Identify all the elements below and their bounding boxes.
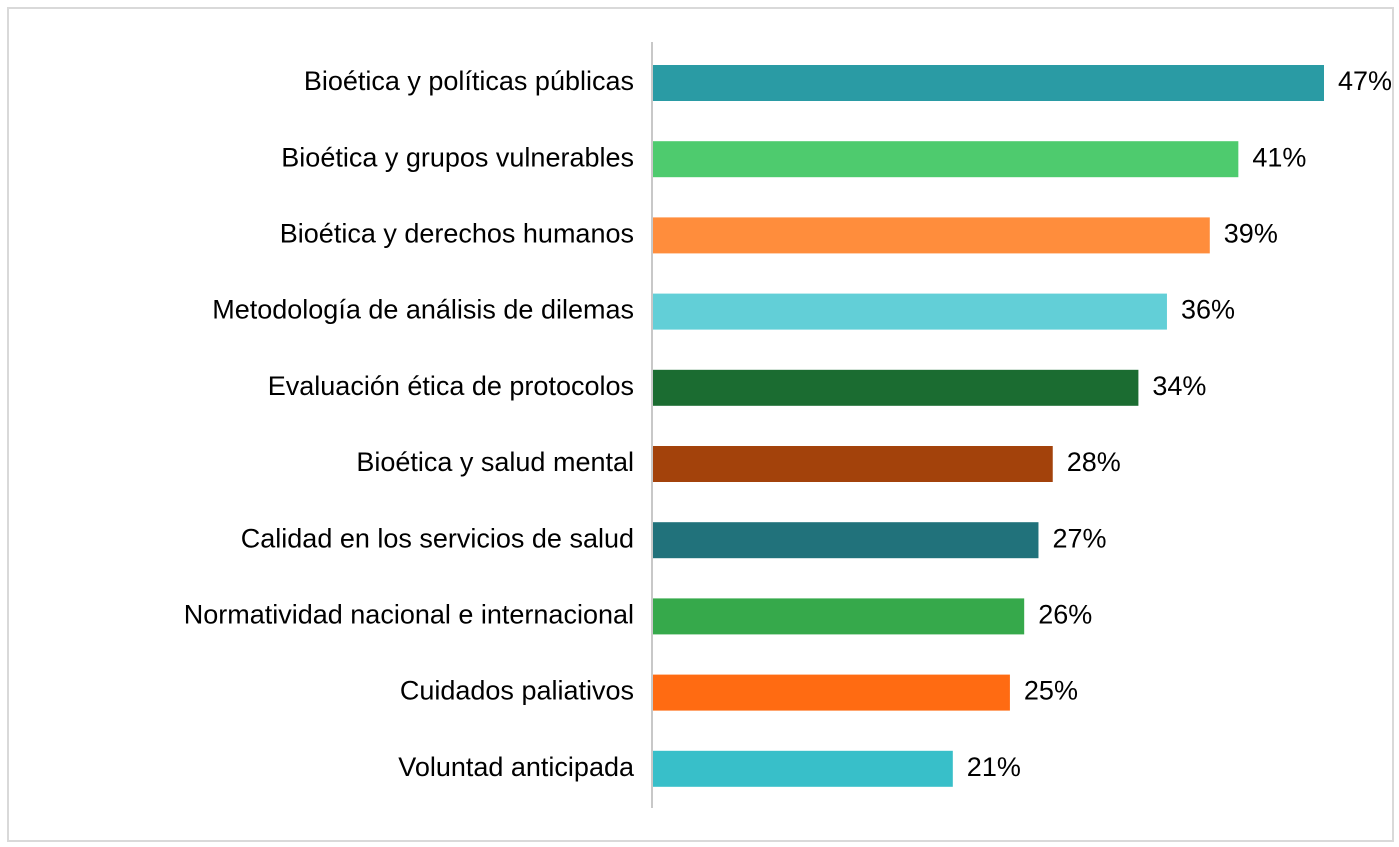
category-label: Bioética y derechos humanos (280, 219, 634, 249)
bar (653, 522, 1039, 559)
category-label: Normatividad nacional e internacional (184, 600, 634, 630)
bar (653, 293, 1167, 330)
category-label: Metodología de análisis de dilemas (212, 295, 634, 325)
bar (653, 446, 1053, 482)
category-label: Bioética y grupos vulnerables (281, 142, 634, 172)
category-label: Bioética y políticas públicas (304, 66, 634, 96)
category-label: Voluntad anticipada (398, 752, 635, 782)
value-label: 36% (1181, 295, 1235, 325)
chart-frame (7, 7, 1394, 842)
bar (653, 217, 1210, 254)
category-label: Cuidados paliativos (400, 676, 634, 706)
value-label: 26% (1038, 600, 1092, 630)
value-label: 34% (1152, 371, 1206, 401)
value-label: 41% (1252, 142, 1306, 172)
value-label: 39% (1224, 219, 1278, 249)
value-label: 25% (1024, 676, 1078, 706)
bar (653, 65, 1324, 101)
bar (653, 674, 1010, 711)
value-label: 47% (1338, 66, 1392, 96)
bar (653, 598, 1025, 635)
bar (653, 369, 1139, 406)
category-label: Evaluación ética de protocolos (268, 371, 634, 401)
value-label: 28% (1067, 447, 1121, 477)
bar (653, 141, 1239, 178)
value-label: 27% (1052, 523, 1106, 553)
category-label: Calidad en los servicios de salud (241, 523, 634, 553)
category-label: Bioética y salud mental (356, 447, 634, 477)
value-label: 21% (967, 752, 1021, 782)
bar (653, 750, 953, 787)
